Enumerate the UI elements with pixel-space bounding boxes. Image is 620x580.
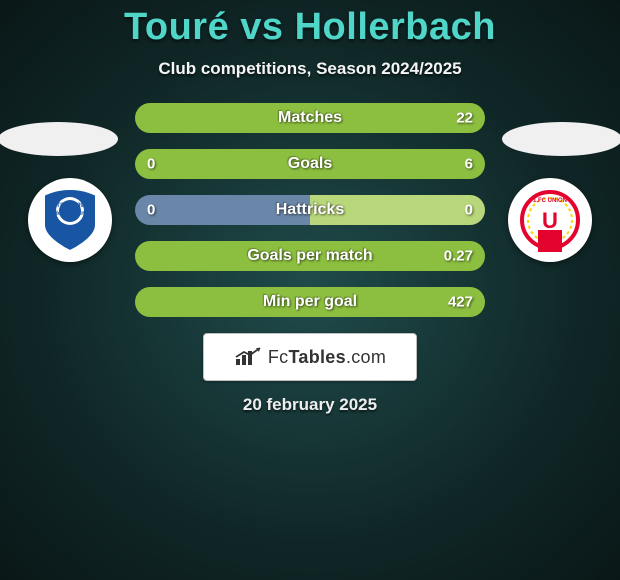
comparison-card: Touré vs Hollerbach Club competitions, S… (0, 0, 620, 580)
stat-value-right: 427 (448, 294, 473, 311)
stat-value-right: 22 (456, 110, 473, 127)
stat-label: Matches (278, 109, 342, 127)
stat-value-right: 0 (465, 202, 473, 219)
chart-icon (234, 347, 262, 367)
svg-text:U: U (542, 208, 558, 233)
stats-list: 22 Matches 0 6 Goals 0 0 Hattricks 0.27 Goals per… (135, 103, 485, 317)
stat-bar: 0.27 Goals per match (135, 241, 485, 271)
stat-bar: 427 Min per goal (135, 287, 485, 317)
stat-label: Goals (288, 155, 332, 173)
stat-value-right: 6 (465, 156, 473, 173)
subtitle: Club competitions, Season 2024/2025 (0, 59, 620, 79)
stat-label: Goals per match (247, 247, 372, 265)
svg-text:TSG 1899: TSG 1899 (56, 203, 84, 209)
club-badge-left: TSG 1899 Hoffenheim (28, 178, 112, 262)
stat-bar: 0 0 Hattricks (135, 195, 485, 225)
stat-bar: 22 Matches (135, 103, 485, 133)
stat-label: Hattricks (276, 201, 344, 219)
stat-value-left: 0 (147, 202, 155, 219)
svg-text:Hoffenheim: Hoffenheim (54, 211, 87, 217)
svg-text:BERLIN: BERLIN (539, 238, 561, 244)
stat-bar: 0 6 Goals (135, 149, 485, 179)
hoffenheim-logo-icon: TSG 1899 Hoffenheim (40, 187, 100, 253)
player-photo-left (0, 122, 118, 156)
stat-value-right: 0.27 (444, 248, 473, 265)
stat-value-left: 0 (147, 156, 155, 173)
player-photo-right (502, 122, 620, 156)
date-text: 20 february 2025 (0, 395, 620, 415)
page-title: Touré vs Hollerbach (0, 0, 620, 49)
stat-label: Min per goal (263, 293, 357, 311)
brand-text: FcTables.com (268, 347, 386, 368)
club-badge-right: 1.FC UNION U BERLIN (508, 178, 592, 262)
svg-text:1.FC UNION: 1.FC UNION (533, 198, 567, 204)
brand-plate: FcTables.com (203, 333, 417, 381)
union-berlin-logo-icon: 1.FC UNION U BERLIN (518, 188, 582, 252)
